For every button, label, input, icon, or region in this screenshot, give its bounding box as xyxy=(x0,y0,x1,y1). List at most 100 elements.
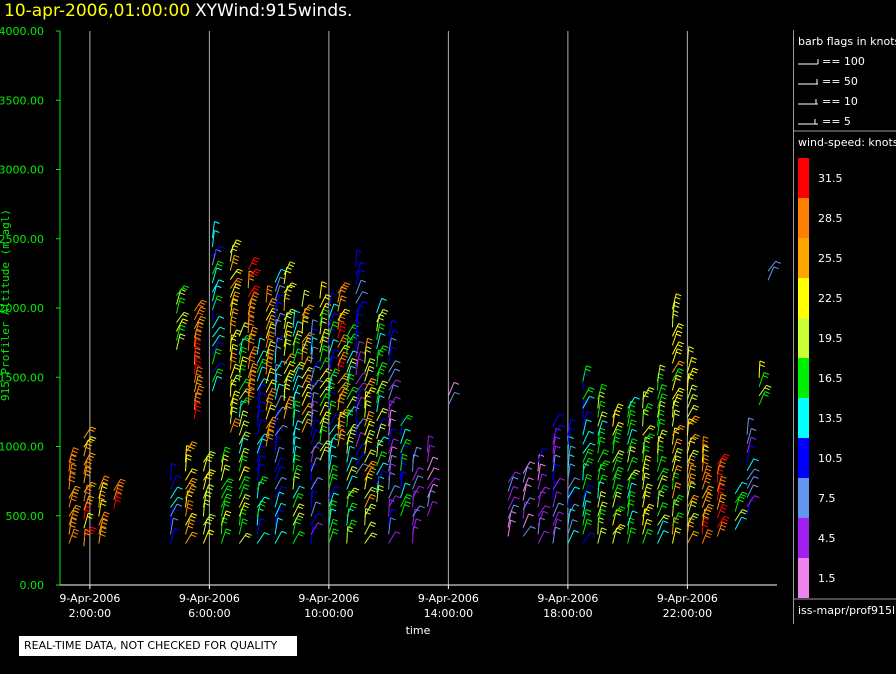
wind-profile xyxy=(686,346,701,544)
wind-barb xyxy=(346,373,355,391)
wind-barb xyxy=(319,417,330,434)
wind-barb xyxy=(301,308,311,325)
wind-profile xyxy=(193,299,207,419)
wind-barb xyxy=(364,377,377,391)
wind-barb xyxy=(522,466,533,483)
wind-barb xyxy=(657,364,666,382)
wind-barb xyxy=(686,517,695,535)
wind-barb xyxy=(701,445,709,463)
wind-barb xyxy=(229,343,239,361)
wind-barb xyxy=(328,499,338,517)
wind-barb xyxy=(292,485,305,499)
wind-barb xyxy=(310,481,319,499)
wind-barb xyxy=(627,419,637,436)
wind-barb xyxy=(170,517,179,535)
wind-barb xyxy=(758,391,770,406)
wind-barb xyxy=(701,529,713,544)
wind-barb xyxy=(412,505,425,517)
wind-barb xyxy=(113,492,123,509)
wind-barb xyxy=(447,381,460,397)
wind-barb xyxy=(355,418,369,430)
wind-profile xyxy=(767,260,781,281)
wind-barb xyxy=(256,476,269,490)
wind-barb xyxy=(292,464,303,481)
wind-barb xyxy=(364,532,378,544)
wind-profile xyxy=(642,387,656,544)
wind-barb xyxy=(552,424,566,436)
wind-barb xyxy=(597,411,608,427)
wind-barb xyxy=(388,379,402,391)
wind-barb xyxy=(671,341,684,355)
wind-barb xyxy=(256,409,265,427)
wind-barb xyxy=(567,418,576,436)
barb-flag-sample xyxy=(798,59,819,65)
wind-profile xyxy=(522,461,536,537)
x-tick-date: 9-Apr-2006 xyxy=(657,592,718,605)
wind-barb xyxy=(68,454,77,472)
wind-barb xyxy=(328,433,342,445)
wind-barb xyxy=(400,482,411,498)
wind-barb xyxy=(247,268,261,280)
wind-barb xyxy=(274,335,288,346)
wind-profile xyxy=(185,441,198,544)
wind-barb xyxy=(274,294,285,310)
wind-barb xyxy=(376,436,389,449)
wind-barb xyxy=(310,360,324,373)
wind-barb xyxy=(238,437,249,454)
wind-barb xyxy=(328,454,337,472)
wind-barb xyxy=(346,429,357,445)
wind-barb xyxy=(274,502,287,517)
wind-barb xyxy=(274,485,287,499)
wind-barb xyxy=(310,522,323,535)
plot-axes xyxy=(59,31,777,586)
wind-barb xyxy=(612,403,624,418)
wind-barb xyxy=(657,514,670,526)
wind-barb xyxy=(412,490,420,508)
wind-barb xyxy=(193,356,202,374)
wind-barb xyxy=(642,445,650,463)
wind-barb xyxy=(388,454,397,472)
wind-barb xyxy=(319,317,328,335)
wind-barb xyxy=(68,504,82,517)
wind-barb xyxy=(247,362,259,379)
wind-barb xyxy=(238,476,251,490)
wind-barb xyxy=(211,285,222,302)
wind-barb xyxy=(642,403,654,418)
wind-barb xyxy=(83,466,92,484)
speed-color-swatch xyxy=(798,398,809,438)
wind-barb xyxy=(346,526,353,544)
x-tick-date: 9-Apr-2006 xyxy=(59,592,120,605)
speed-level-label: 10.5 xyxy=(818,452,843,465)
wind-barb xyxy=(642,387,655,400)
wind-profile xyxy=(229,239,243,433)
wind-barb xyxy=(671,348,683,364)
wind-barb xyxy=(388,396,401,409)
wind-barb xyxy=(716,483,725,501)
speed-color-swatch xyxy=(798,438,809,478)
wind-barb xyxy=(310,365,321,382)
wind-barb xyxy=(265,285,273,303)
wind-barb xyxy=(301,374,314,388)
speed-level-label: 31.5 xyxy=(818,172,843,185)
wind-barb xyxy=(427,444,435,462)
wind-barb xyxy=(758,384,772,397)
wind-barb xyxy=(346,475,358,490)
wind-barb xyxy=(552,502,564,517)
wind-barb xyxy=(83,495,95,511)
wind-barb xyxy=(310,429,321,445)
wind-barb xyxy=(211,315,225,329)
wind-barb xyxy=(211,279,225,293)
wind-barb xyxy=(185,477,198,490)
wind-barb xyxy=(701,436,709,454)
wind-barb xyxy=(346,519,357,535)
wind-barb xyxy=(319,281,327,299)
wind-barb xyxy=(274,301,283,319)
wind-barb xyxy=(310,379,324,391)
wind-barb xyxy=(202,513,216,526)
wind-barb xyxy=(686,384,698,400)
wind-barb xyxy=(256,401,266,418)
wind-barb xyxy=(671,465,683,481)
wind-barb xyxy=(274,373,282,391)
wind-barb xyxy=(211,221,220,239)
wind-barb xyxy=(364,521,377,535)
